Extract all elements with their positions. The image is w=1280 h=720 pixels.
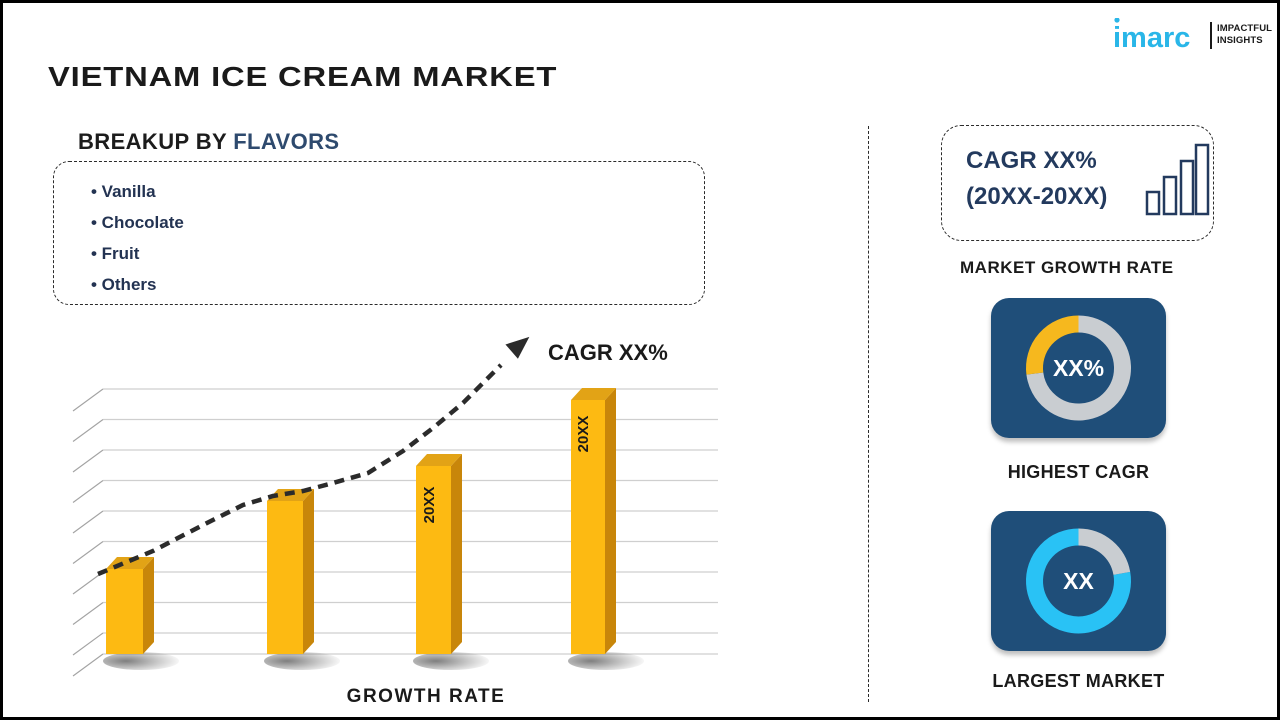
svg-text:XX: XX	[1063, 568, 1094, 594]
svg-text:20XX: 20XX	[575, 416, 592, 453]
svg-text:XX%: XX%	[1053, 355, 1104, 381]
svg-text:imarc: imarc	[1113, 22, 1190, 52]
svg-text:20XX: 20XX	[421, 487, 438, 524]
svg-text:GROWTH RATE: GROWTH RATE	[347, 686, 506, 707]
svg-text:CAGR XX%: CAGR XX%	[548, 340, 668, 365]
